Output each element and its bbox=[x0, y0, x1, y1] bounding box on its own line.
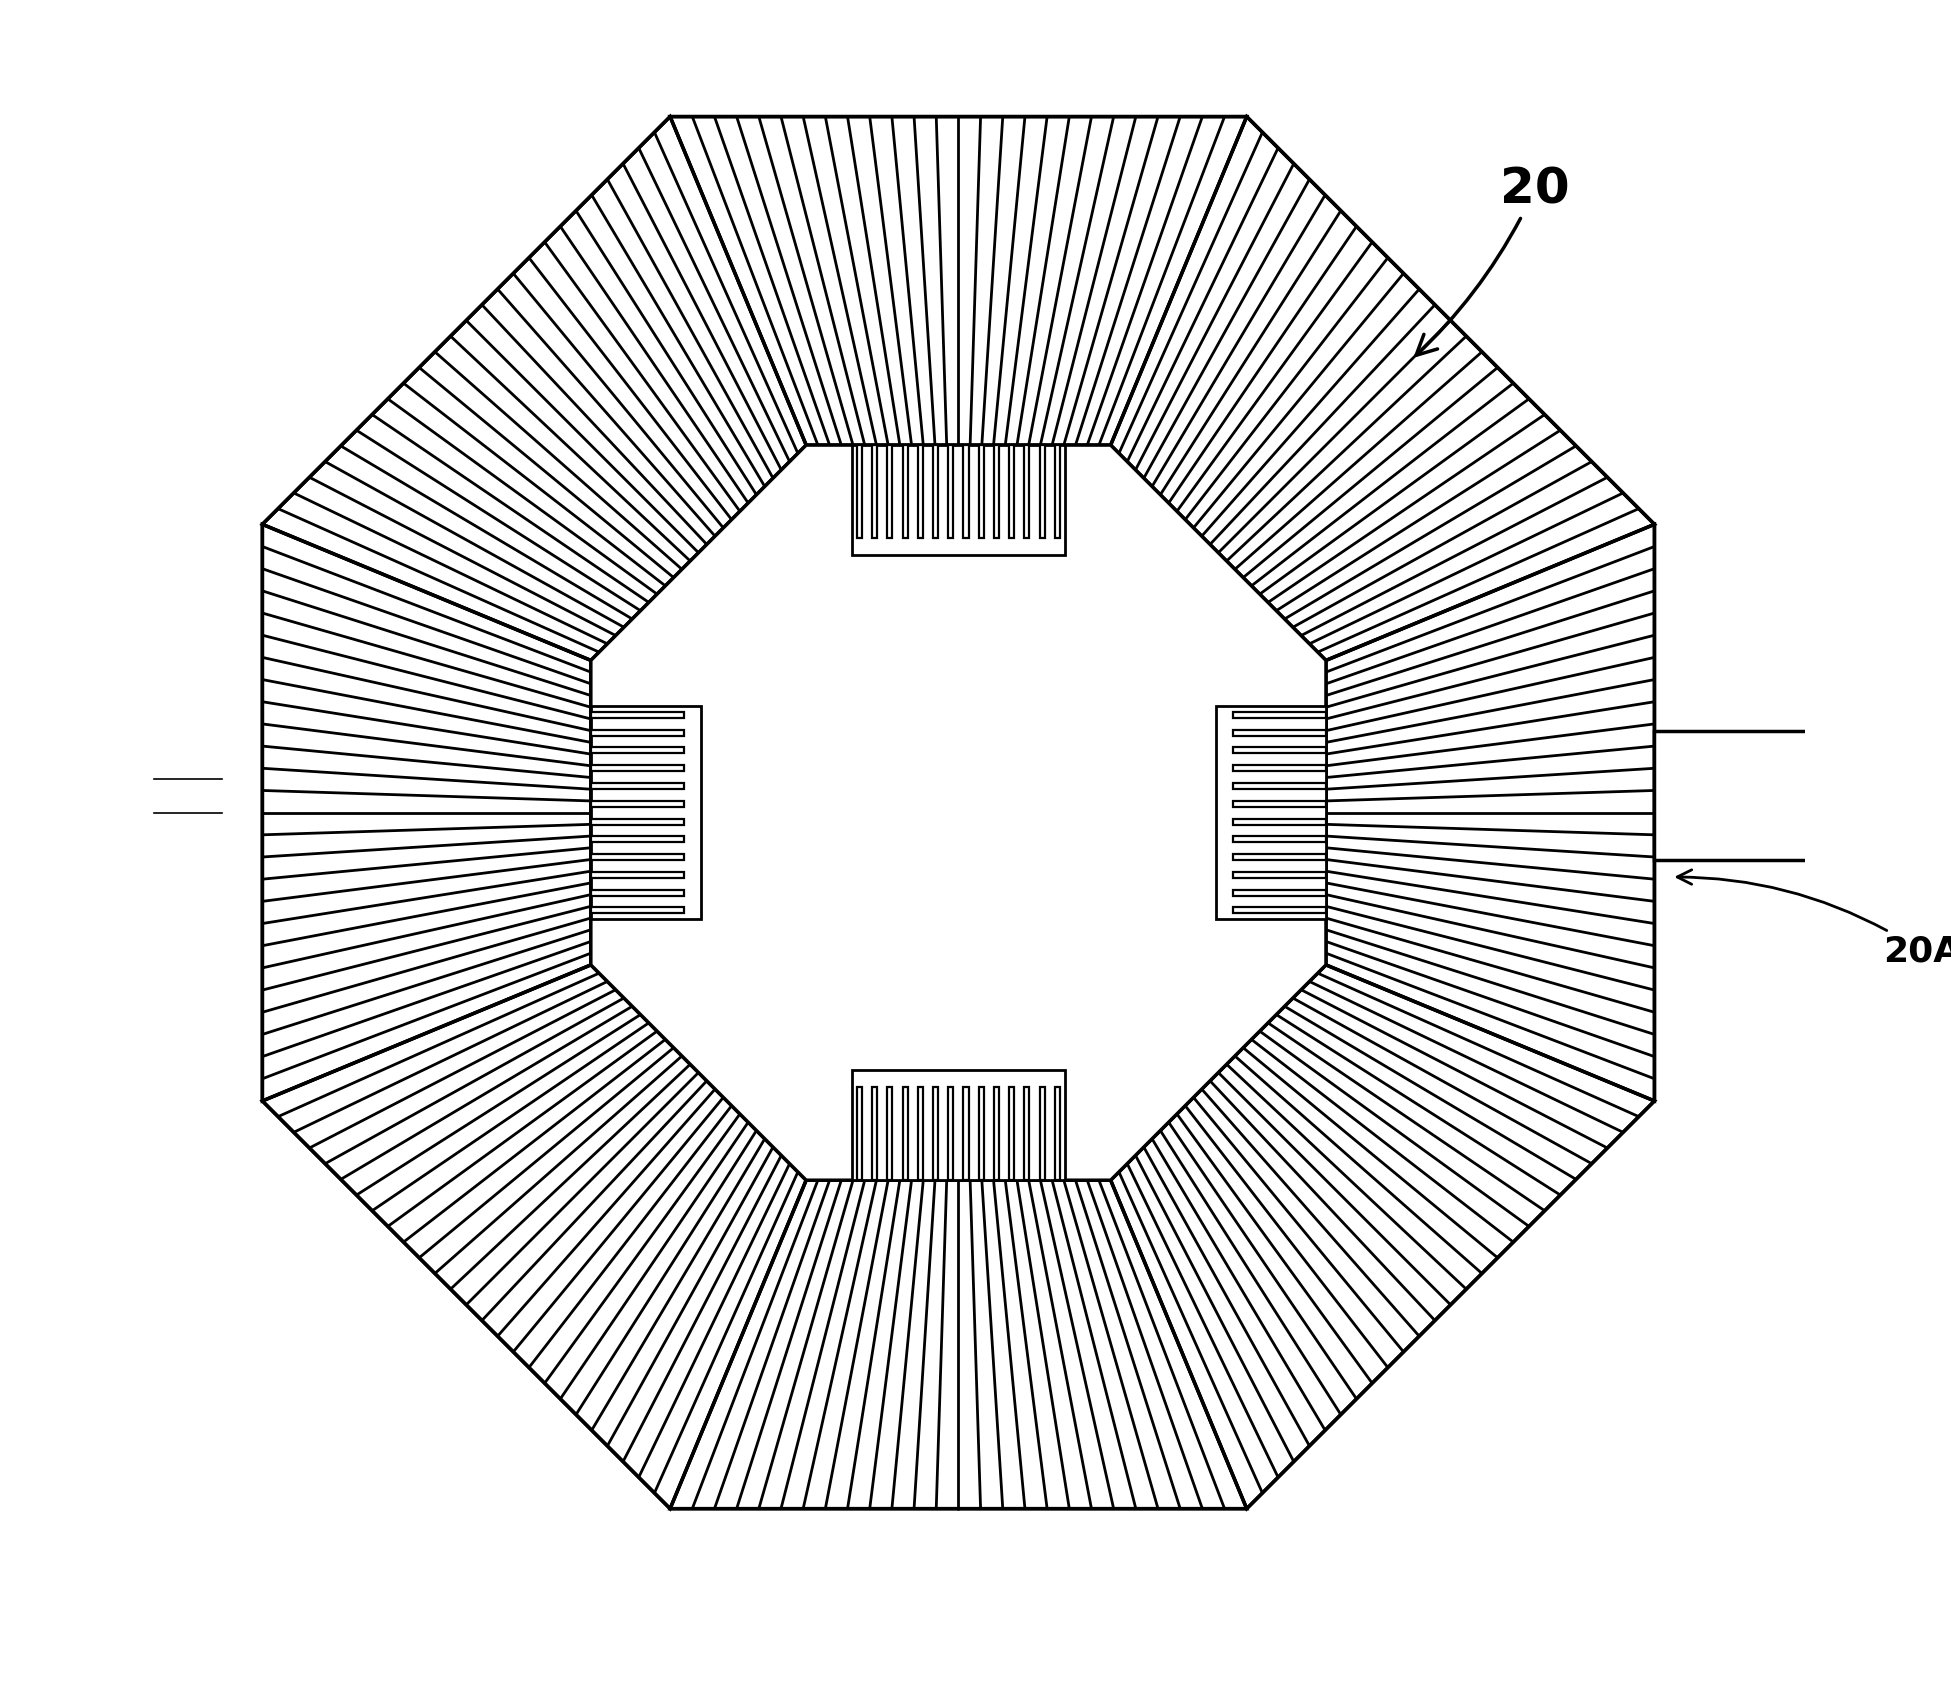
Polygon shape bbox=[591, 445, 1327, 1180]
Polygon shape bbox=[1233, 801, 1327, 808]
Polygon shape bbox=[591, 801, 685, 808]
Polygon shape bbox=[1110, 965, 1654, 1508]
Polygon shape bbox=[1024, 1087, 1030, 1180]
Polygon shape bbox=[591, 889, 685, 896]
Polygon shape bbox=[948, 1087, 954, 1180]
Polygon shape bbox=[591, 782, 685, 789]
Polygon shape bbox=[591, 706, 700, 919]
Polygon shape bbox=[964, 445, 968, 538]
Polygon shape bbox=[1055, 445, 1059, 538]
Polygon shape bbox=[261, 525, 591, 1100]
Polygon shape bbox=[903, 1087, 907, 1180]
Polygon shape bbox=[1009, 445, 1015, 538]
Polygon shape bbox=[591, 765, 685, 772]
Polygon shape bbox=[933, 1087, 938, 1180]
Polygon shape bbox=[853, 445, 1065, 555]
Polygon shape bbox=[1233, 836, 1327, 843]
Polygon shape bbox=[591, 853, 685, 860]
Polygon shape bbox=[979, 1087, 983, 1180]
Text: 20A: 20A bbox=[1678, 870, 1951, 968]
Polygon shape bbox=[917, 1087, 923, 1180]
Polygon shape bbox=[1233, 872, 1327, 877]
Polygon shape bbox=[1040, 1087, 1044, 1180]
Polygon shape bbox=[964, 1087, 968, 1180]
Polygon shape bbox=[872, 445, 878, 538]
Polygon shape bbox=[1233, 730, 1327, 736]
Polygon shape bbox=[1233, 765, 1327, 772]
Polygon shape bbox=[872, 1087, 878, 1180]
Polygon shape bbox=[1110, 117, 1654, 660]
Polygon shape bbox=[903, 445, 907, 538]
Polygon shape bbox=[261, 965, 806, 1508]
Text: 20: 20 bbox=[1416, 166, 1571, 356]
Polygon shape bbox=[948, 445, 954, 538]
Polygon shape bbox=[888, 1087, 892, 1180]
Polygon shape bbox=[591, 818, 685, 824]
Polygon shape bbox=[993, 445, 999, 538]
Polygon shape bbox=[669, 1180, 1247, 1508]
Polygon shape bbox=[591, 730, 685, 736]
Polygon shape bbox=[917, 445, 923, 538]
Polygon shape bbox=[1233, 818, 1327, 824]
Polygon shape bbox=[856, 1087, 862, 1180]
Polygon shape bbox=[261, 117, 806, 660]
Polygon shape bbox=[1233, 907, 1327, 913]
Polygon shape bbox=[993, 1087, 999, 1180]
Polygon shape bbox=[1009, 1087, 1015, 1180]
Polygon shape bbox=[1055, 1087, 1059, 1180]
Polygon shape bbox=[591, 836, 685, 843]
Polygon shape bbox=[591, 713, 685, 718]
Polygon shape bbox=[856, 445, 862, 538]
Polygon shape bbox=[933, 445, 938, 538]
Polygon shape bbox=[1024, 445, 1030, 538]
Polygon shape bbox=[1233, 853, 1327, 860]
Polygon shape bbox=[591, 907, 685, 913]
Polygon shape bbox=[1233, 713, 1327, 718]
Polygon shape bbox=[1654, 731, 1850, 860]
Polygon shape bbox=[1215, 706, 1327, 919]
Polygon shape bbox=[1040, 445, 1044, 538]
Polygon shape bbox=[1327, 525, 1654, 1100]
Polygon shape bbox=[1233, 748, 1327, 753]
Polygon shape bbox=[1233, 889, 1327, 896]
Polygon shape bbox=[1233, 782, 1327, 789]
Polygon shape bbox=[669, 117, 1247, 445]
Polygon shape bbox=[853, 1070, 1065, 1180]
Polygon shape bbox=[591, 748, 685, 753]
Polygon shape bbox=[888, 445, 892, 538]
Polygon shape bbox=[979, 445, 983, 538]
Polygon shape bbox=[591, 872, 685, 877]
